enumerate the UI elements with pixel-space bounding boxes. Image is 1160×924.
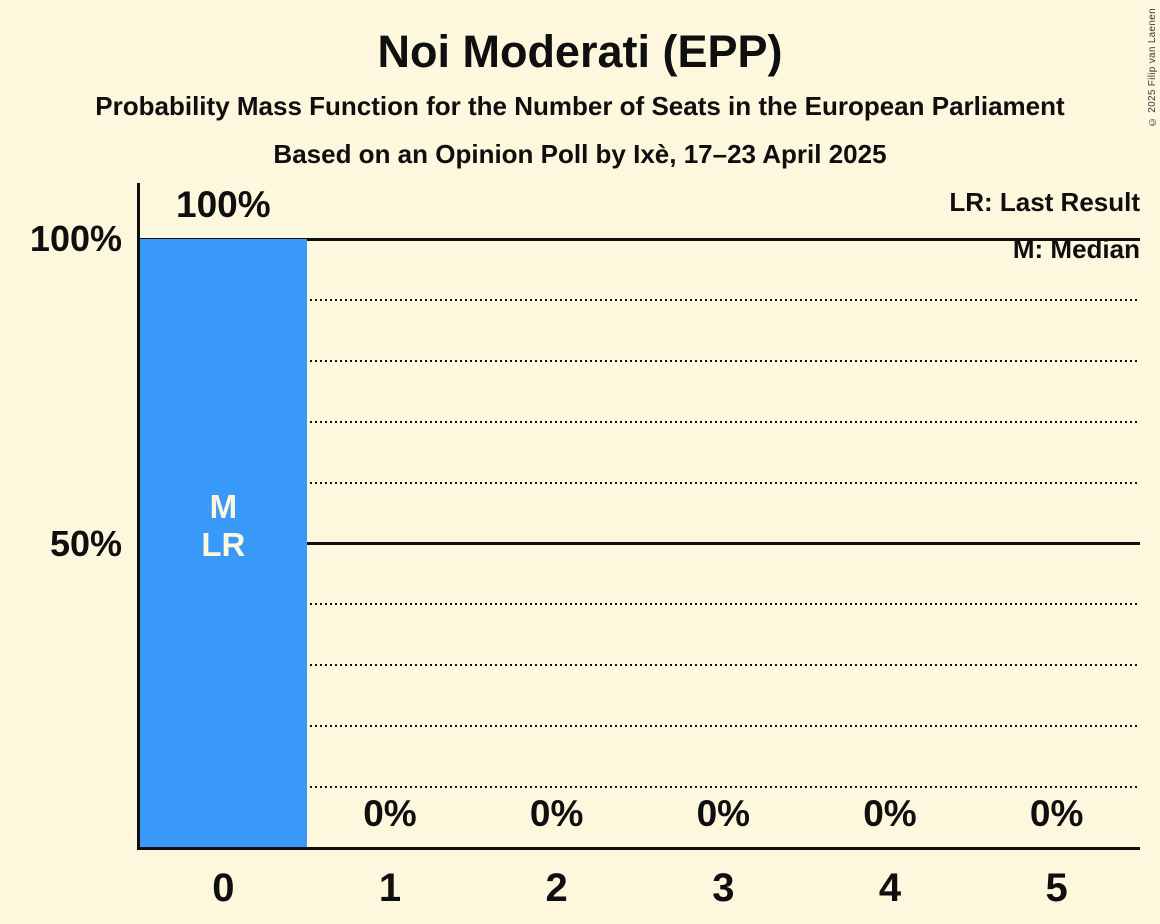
gridline-solid-50: [140, 542, 1140, 545]
value-label-seats-0: 100%: [176, 184, 271, 225]
gridline-dotted-10: [140, 786, 1140, 789]
gridline-dotted-80: [140, 359, 1140, 362]
bar-annotation-line-lr: LR: [201, 526, 246, 563]
gridline-dotted-30: [140, 664, 1140, 667]
x-axis-line: [137, 847, 1140, 850]
legend-last-result: LR: Last Result: [949, 187, 1140, 217]
gridline-dotted-70: [140, 420, 1140, 423]
chart-legend: LR: Last Result M: Median: [949, 184, 1140, 267]
bar-annotation-line-m: M: [209, 488, 238, 525]
bar-annotation-median-last-result: M LR: [140, 488, 307, 564]
chart-poll-source: Based on an Opinion Poll by Ixè, 17–23 A…: [273, 139, 887, 169]
x-tick-label-1: 1: [378, 866, 402, 910]
gridline-dotted-60: [140, 481, 1140, 484]
x-tick-label-4: 4: [878, 866, 902, 910]
value-label-seats-2: 0%: [529, 793, 584, 834]
value-label-seats-1: 0%: [363, 793, 417, 834]
bar-seats-0: [140, 239, 307, 848]
chart-subtitle: Probability Mass Function for the Number…: [95, 91, 1065, 121]
gridline-dotted-40: [140, 603, 1140, 606]
x-tick-label-0: 0: [212, 866, 235, 910]
y-axis-line: [137, 183, 140, 850]
gridline-solid-100: [140, 237, 1140, 241]
x-tick-label-2: 2: [545, 866, 568, 910]
value-label-seats-3: 0%: [696, 793, 751, 834]
gridline-dotted-20: [140, 725, 1140, 728]
x-tick-label-5: 5: [1045, 866, 1068, 910]
value-label-seats-5: 0%: [1029, 793, 1084, 834]
y-tick-label-50: 50%: [49, 522, 122, 564]
y-tick-label-100: 100%: [29, 218, 122, 259]
chart-title: Noi Moderati (EPP): [377, 26, 783, 77]
legend-median: M: Median: [1012, 234, 1140, 264]
x-tick-label-3: 3: [712, 866, 735, 910]
copyright-notice: © 2025 Filip van Laenen: [1147, 8, 1158, 128]
value-label-seats-4: 0%: [863, 793, 917, 834]
gridline-dotted-90: [140, 298, 1140, 301]
